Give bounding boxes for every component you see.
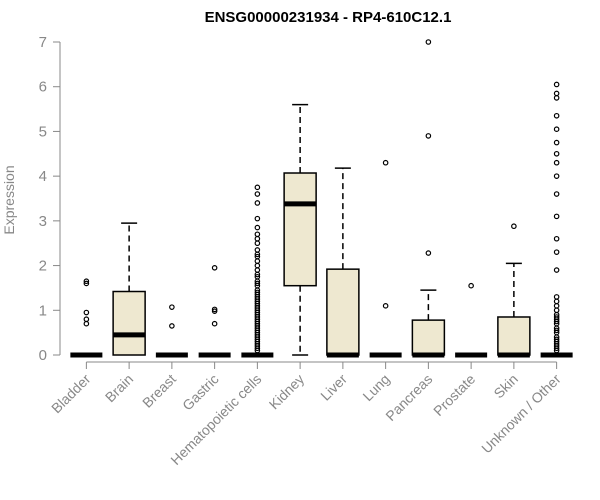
box-group [241,184,274,358]
outlier-point [553,90,560,97]
box-group [497,223,531,358]
box-group [369,159,402,358]
y-axis-label: Expression [1,165,17,234]
box-group [283,103,317,356]
outlier-point [254,240,261,247]
outlier-point [553,139,560,146]
outlier-point [553,336,560,343]
outlier-point [169,304,175,310]
y-tick-label: 5 [39,123,47,140]
outlier-point [254,258,261,264]
outlier-point [425,39,432,45]
outlier-point [254,215,261,222]
outlier-point [425,133,432,139]
outlier-point [254,231,261,238]
box-group [112,222,146,356]
box-group [155,304,188,358]
outlier-point [254,280,261,287]
outlier-point [553,159,560,166]
x-tick-label: Skin [490,371,521,402]
outlier-point [382,159,389,166]
y-axis: 0 1 2 3 4 5 6 7 [39,34,61,364]
outlier-point [425,250,432,256]
box [283,172,317,287]
outlier-point [83,280,90,287]
outlier-point [553,327,560,334]
outlier-point [553,173,560,179]
box-group [326,167,360,358]
outlier-point [211,308,218,314]
outlier-point [254,247,261,253]
chart-title: ENSG00000231934 - RP4-610C12.1 [205,9,452,26]
x-tick-label: Unknown / Other [478,371,564,457]
outlier-point [254,253,261,260]
y-tick-label: 1 [39,302,47,319]
outlier-point [254,267,261,273]
outlier-point [553,235,560,242]
outlier-point [553,298,560,305]
y-tick-label: 0 [39,347,47,364]
outlier-point [254,262,261,269]
outlier-point [254,289,261,296]
outlier-point [553,213,560,220]
outlier-point [169,323,175,329]
box-group [540,81,573,358]
outlier-point [553,81,560,88]
outlier-point [553,112,560,119]
x-tick-label: Brain [102,371,136,405]
y-tick-label: 3 [39,213,47,230]
outlier-point [553,307,560,314]
outlier-point [211,320,218,327]
box-group [455,282,488,358]
box-group [411,39,446,358]
x-tick-label: Kidney [266,371,308,413]
outlier-point [468,282,474,289]
outlier-point [553,150,560,157]
outlier-point [83,278,90,285]
x-tick-label: Prostate [430,371,478,419]
outlier-point [254,184,261,191]
boxes-layer [70,39,573,358]
box [326,268,360,356]
y-tick-label: 6 [39,79,47,96]
y-tick-label: 7 [39,34,47,51]
outlier-point [553,191,560,197]
box [112,290,146,356]
outlier-point [553,126,560,132]
outlier-point [211,265,218,271]
x-tick-label: Gastric [179,371,222,414]
outlier-point [553,249,560,255]
box-group [70,278,103,358]
outlier-point [254,200,261,206]
outlier-point [511,223,517,230]
box [497,316,531,356]
outlier-point [553,294,560,300]
outlier-point [382,303,389,309]
box [411,319,446,356]
outlier-point [254,224,261,231]
outlier-point [83,309,90,316]
x-tick-label: Bladder [48,371,94,417]
y-tick-label: 2 [39,258,47,275]
x-tick-label: Liver [317,371,350,404]
outlier-point [254,235,261,242]
outlier-point [254,273,261,280]
outlier-point [211,306,218,313]
box-group [198,265,231,358]
y-tick-label: 4 [39,168,47,185]
x-tick-label: Lung [359,371,392,404]
outlier-point [254,191,261,197]
outlier-point [553,314,560,320]
outlier-point [553,267,560,273]
outlier-point [553,303,560,309]
outlier-point [553,95,560,101]
outlier-point [83,316,90,323]
x-tick-label: Pancreas [382,371,435,424]
outlier-point [83,320,90,327]
x-tick-label: Breast [139,371,179,411]
